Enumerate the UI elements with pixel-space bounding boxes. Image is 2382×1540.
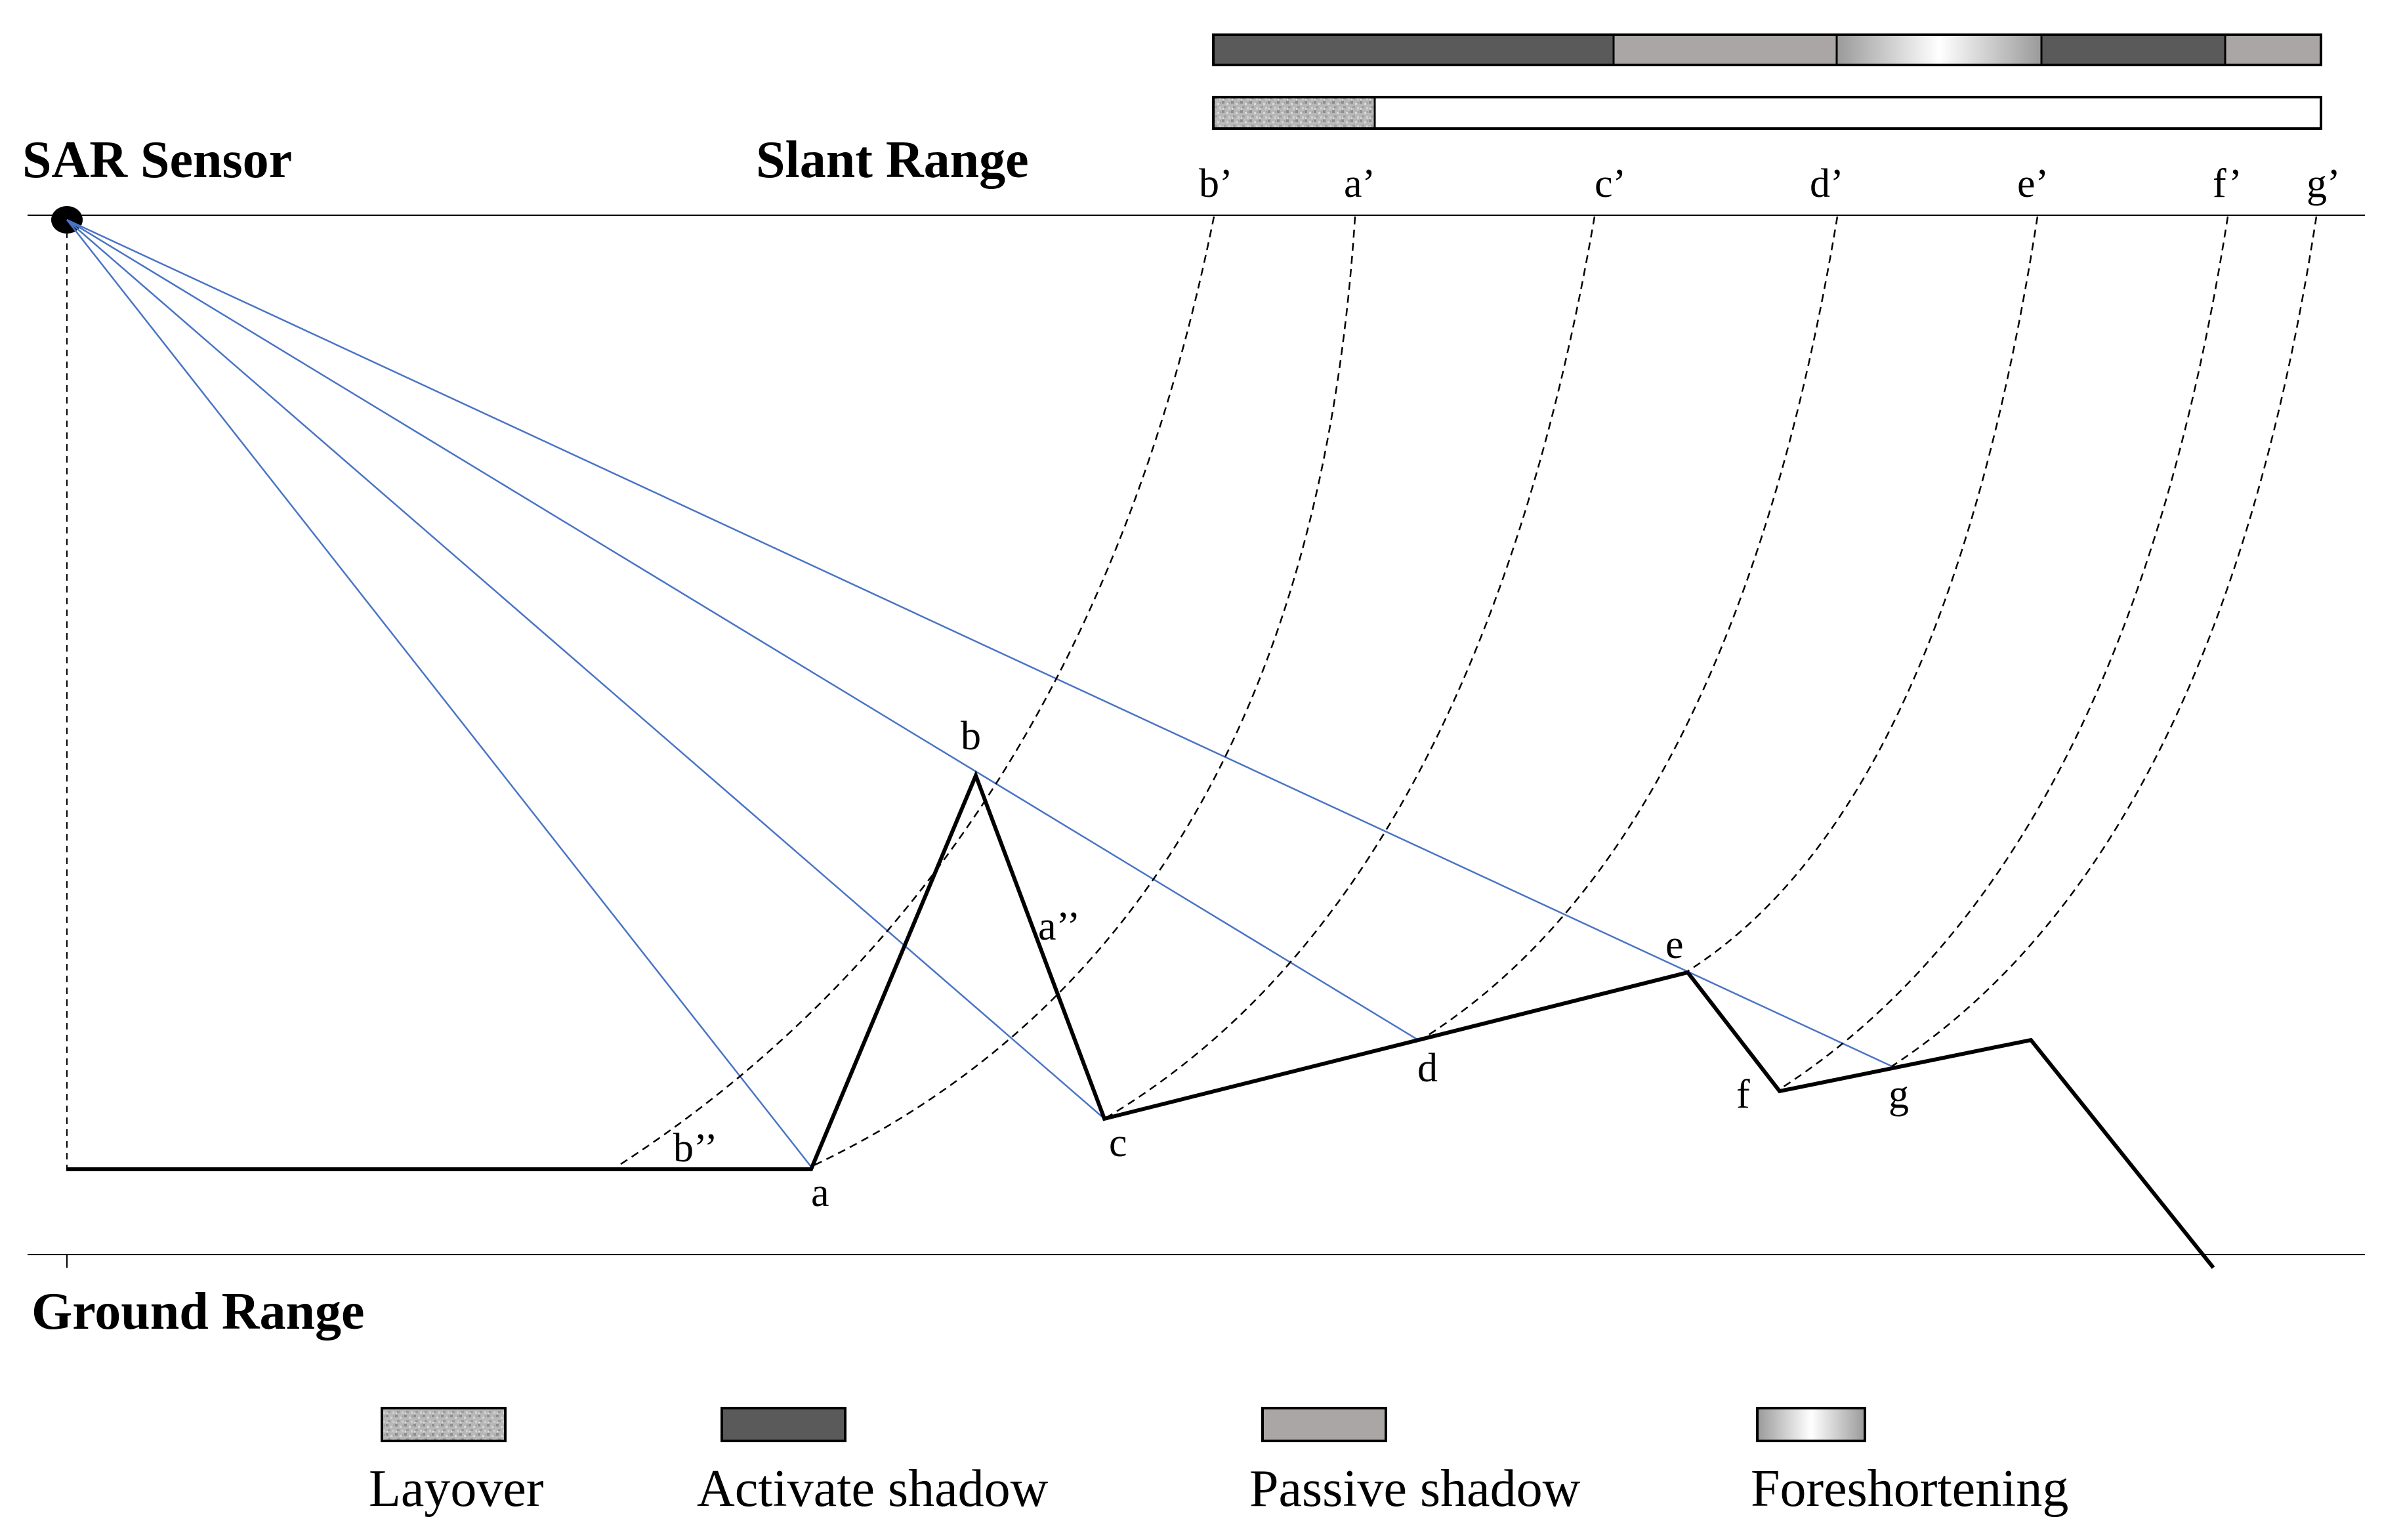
label-point-e: e [1665,923,1684,967]
bar-outline [1212,33,2322,66]
sar-sensor-label: SAR Sensor [22,131,292,189]
label-a-prime: a’ [1344,161,1375,206]
slant-range-label: Slant Range [756,131,1029,189]
label-d-prime: d’ [1810,161,1844,206]
ray-to-a [66,219,812,1167]
legend-label-active-shadow: Activate shadow [697,1460,1049,1518]
legend-swatch-passive-shadow [1261,1407,1387,1442]
arc-f [1779,216,2229,1091]
ray-to-d [66,219,1420,1042]
arc-e [1687,216,2039,972]
legend-swatch-active-shadow [721,1407,846,1442]
legend-swatch-layover [381,1407,507,1442]
bar-layover-outline [1212,96,2322,130]
legend-label-foreshortening: Foreshortening [1751,1460,2068,1518]
ground-range-label: Ground Range [31,1283,365,1341]
legend-swatch-foreshortening [1756,1407,1866,1442]
legend-label-layover: Layover [369,1460,544,1518]
arc-a [810,216,1356,1168]
label-point-b: b [961,714,981,759]
bar-passive-shadow-1 [1614,35,1837,65]
slant-range-arcs [616,216,2318,1168]
label-point-a: a [811,1171,829,1215]
arc-b [616,216,1215,1168]
legend: Layover Activate shadow Passive shadow F… [369,1407,2068,1518]
terrain-profile [67,770,2215,1269]
label-point-g: g [1889,1072,1909,1117]
label-b-prime: b’ [1199,161,1233,206]
bar-passive-shadow-2 [2225,35,2321,65]
arc-g [1891,216,2318,1068]
label-point-c: c [1109,1121,1127,1165]
label-e-prime: e’ [2017,161,2049,206]
label-c-prime: c’ [1595,161,1626,206]
legend-label-passive-shadow: Passive shadow [1249,1460,1581,1518]
arc-c [1104,216,1596,1120]
bar-layover [1213,97,1375,129]
ray-to-c [66,219,1105,1119]
label-f-prime: f’ [2213,161,2242,206]
ray-to-g [66,219,1892,1068]
bar-active-shadow-1 [1213,35,1614,65]
sensor-rays [66,219,1892,1167]
label-point-a-double: a’’ [1038,904,1080,949]
label-point-d: d [1417,1046,1438,1091]
arc-d [1419,216,1839,1042]
layover-image-bar [1212,96,2322,130]
label-point-b-double: b’’ [673,1126,718,1171]
bar-foreshortening [1837,35,2041,65]
label-point-f: f [1736,1072,1750,1117]
bar-active-shadow-2 [2041,35,2225,65]
slant-range-image-bar [1212,33,2322,66]
label-g-prime: g’ [2307,161,2341,206]
